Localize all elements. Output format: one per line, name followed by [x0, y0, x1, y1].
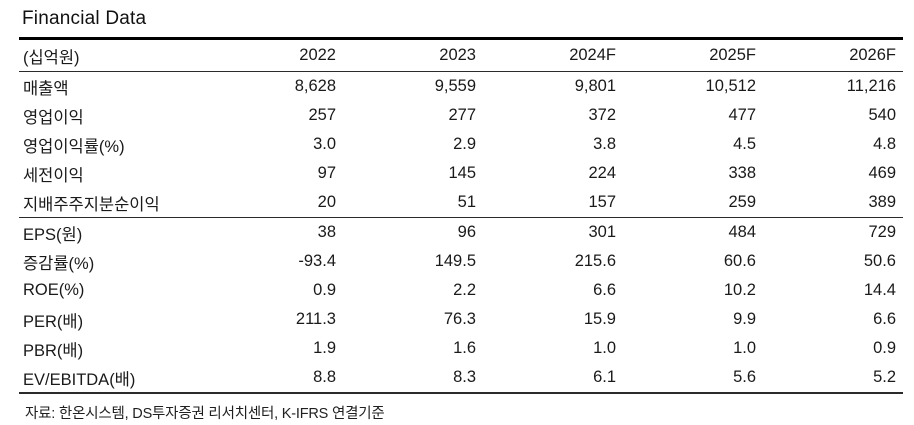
row-value: 38 — [203, 217, 343, 247]
row-label: EV/EBITDA(배) — [23, 370, 136, 389]
row-value: 477 — [728, 106, 756, 124]
row-value: 1.6 — [453, 339, 476, 357]
table-body: 매출액 8,628 9,559 9,801 10,512 11,216 영업이익… — [19, 72, 903, 394]
row-value: 211.3 — [295, 310, 336, 328]
row-value: 3.0 — [313, 135, 336, 153]
table-row: 영업이익 257 277 372 477 540 — [19, 101, 903, 130]
row-value: 5.2 — [873, 368, 896, 386]
row-value: 97 — [317, 164, 336, 182]
financial-table: (십억원) 2022 2023 2024F 2025F 2026F 매출액 8,… — [19, 37, 903, 394]
table-row: 영업이익률(%) 3.0 2.9 3.8 4.5 4.8 — [19, 130, 903, 159]
col-header-2022: 2022 — [203, 38, 343, 72]
row-value: 60.6 — [723, 252, 756, 270]
row-value: 14.4 — [863, 281, 896, 299]
row-label: 매출액 — [23, 79, 69, 98]
row-value: 76.3 — [443, 310, 476, 328]
row-value: 6.6 — [593, 281, 616, 299]
row-value: 96 — [343, 217, 483, 247]
col-header-2023: 2023 — [343, 38, 483, 72]
row-value: 2.9 — [453, 135, 476, 153]
row-value: 3.8 — [593, 135, 616, 153]
table-row: 증감률(%) -93.4 149.5 215.6 60.6 50.6 — [19, 247, 903, 276]
table-row: EV/EBITDA(배) 8.8 8.3 6.1 5.6 5.2 — [19, 363, 903, 393]
row-label: 세전이익 — [23, 166, 84, 185]
row-value: 149.5 — [434, 252, 476, 270]
row-label: 증감률(%) — [23, 254, 95, 273]
row-value: 20 — [317, 193, 336, 211]
col-header-2024f: 2024F — [483, 38, 623, 72]
row-value: 215.6 — [574, 252, 616, 270]
table-row: ROE(%) 0.9 2.2 6.6 10.2 14.4 — [19, 276, 903, 305]
row-value: 15.9 — [583, 310, 616, 328]
row-value: 4.5 — [733, 135, 756, 153]
row-label: PBR(배) — [23, 341, 84, 360]
row-value: 277 — [448, 106, 476, 124]
row-value: -93.4 — [298, 252, 336, 270]
row-label: EPS(원) — [19, 217, 203, 247]
row-value: 6.6 — [873, 310, 896, 328]
row-value: 257 — [308, 106, 336, 124]
row-value: 2.2 — [453, 281, 476, 299]
row-value: 301 — [483, 217, 623, 247]
row-value: 51 — [457, 193, 476, 211]
row-value: 10,512 — [705, 77, 756, 95]
row-value: 8.8 — [313, 368, 336, 386]
col-header-2025f: 2025F — [623, 38, 763, 72]
row-value: 540 — [868, 106, 896, 124]
header-row: (십억원) 2022 2023 2024F 2025F 2026F — [19, 38, 903, 72]
row-value: 1.0 — [733, 339, 756, 357]
row-label: 영업이익 — [23, 108, 84, 127]
row-value: 9,801 — [574, 77, 616, 95]
row-value: 389 — [868, 193, 896, 211]
table-row: PER(배) 211.3 76.3 15.9 9.9 6.6 — [19, 305, 903, 334]
row-value: 5.6 — [733, 368, 756, 386]
row-value: 0.9 — [873, 339, 896, 357]
row-label: ROE(%) — [23, 281, 85, 299]
table-row: 지배주주지분순이익 20 51 157 259 389 — [19, 188, 903, 218]
table-row: PBR(배) 1.9 1.6 1.0 1.0 0.9 — [19, 334, 903, 363]
row-value: 484 — [623, 217, 763, 247]
source-note: 자료: 한온시스템, DS투자증권 리서치센터, K-IFRS 연결기준 — [25, 406, 385, 422]
unit-label: (십억원) — [19, 38, 203, 72]
row-value: 9,559 — [434, 77, 476, 95]
page-title: Financial Data — [22, 8, 147, 29]
row-label: 영업이익률(%) — [23, 137, 125, 156]
row-value: 157 — [588, 193, 616, 211]
row-value: 0.9 — [313, 281, 336, 299]
row-label: PER(배) — [23, 312, 84, 331]
table-row: EPS(원) 38 96 301 484 729 — [19, 217, 903, 247]
row-value: 9.9 — [733, 310, 756, 328]
row-value: 338 — [728, 164, 756, 182]
row-value: 372 — [588, 106, 616, 124]
table-row: 매출액 8,628 9,559 9,801 10,512 11,216 — [19, 72, 903, 102]
row-value: 1.0 — [593, 339, 616, 357]
row-label: 지배주주지분순이익 — [23, 195, 160, 214]
col-header-2026f: 2026F — [763, 38, 903, 72]
row-value: 1.9 — [313, 339, 336, 357]
row-value: 50.6 — [863, 252, 896, 270]
row-value: 8,628 — [294, 77, 336, 95]
row-value: 729 — [763, 217, 903, 247]
table-row: 세전이익 97 145 224 338 469 — [19, 159, 903, 188]
row-value: 6.1 — [593, 368, 616, 386]
row-value: 11,216 — [846, 77, 896, 95]
row-value: 8.3 — [453, 368, 476, 386]
row-value: 259 — [728, 193, 756, 211]
row-value: 4.8 — [873, 135, 896, 153]
row-value: 224 — [588, 164, 616, 182]
row-value: 469 — [868, 164, 896, 182]
row-value: 145 — [448, 164, 476, 182]
row-value: 10.2 — [723, 281, 756, 299]
